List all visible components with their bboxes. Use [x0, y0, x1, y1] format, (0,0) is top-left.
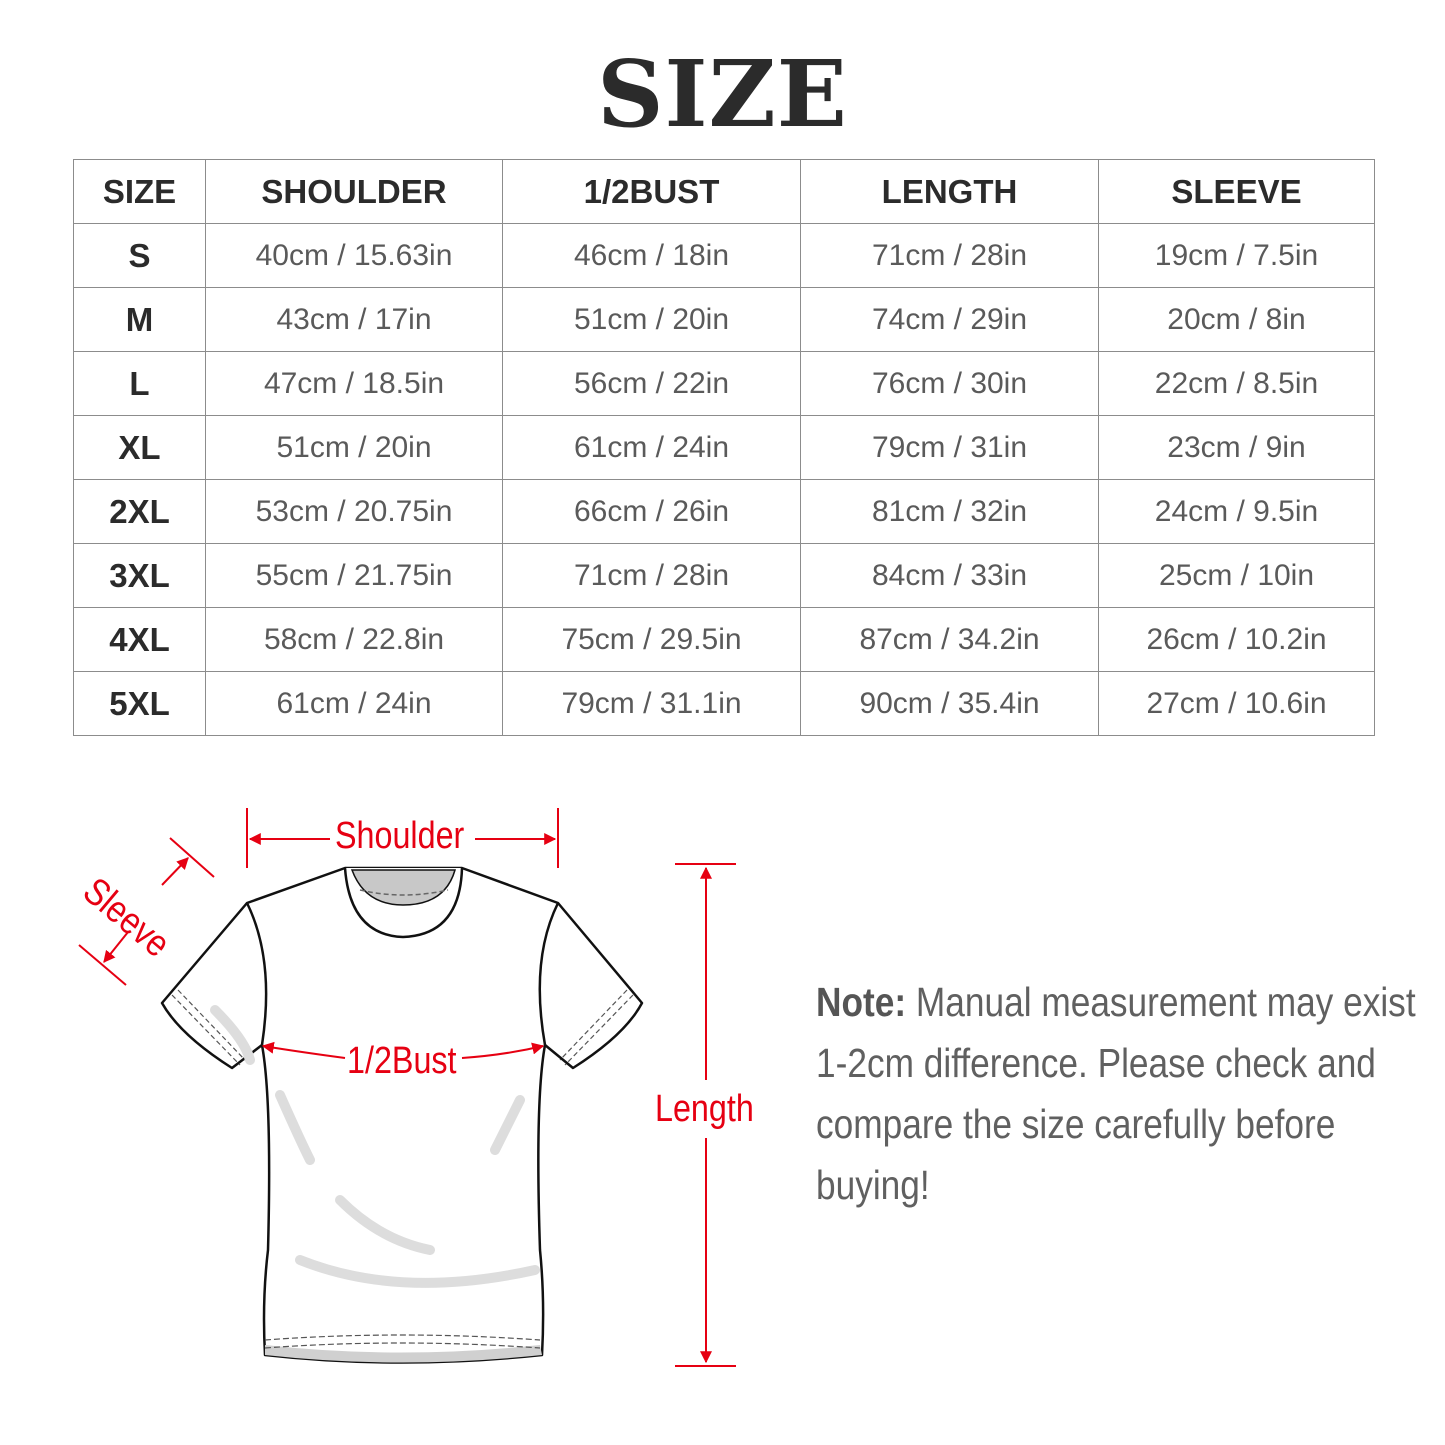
measurement-lines [78, 808, 736, 1367]
measurement-cell: 58cm / 22.8in [205, 607, 503, 672]
column-header: 1/2BUST [502, 159, 801, 224]
note-body: Manual measurement may exist 1-2cm diffe… [816, 979, 1416, 1208]
measurement-cell: 47cm / 18.5in [205, 351, 503, 416]
measurement-cell: 43cm / 17in [205, 287, 503, 352]
measurement-cell: 76cm / 30in [800, 351, 1099, 416]
measurement-cell: 56cm / 22in [502, 351, 801, 416]
measurement-cell: 55cm / 21.75in [205, 543, 503, 608]
column-header: LENGTH [800, 159, 1099, 224]
measurement-cell: 90cm / 35.4in [800, 671, 1099, 736]
measurement-cell: 61cm / 24in [502, 415, 801, 480]
tshirt-illustration [160, 866, 644, 1364]
measurement-cell: 84cm / 33in [800, 543, 1099, 608]
note-text: Note: Manual measurement may exist 1-2cm… [816, 972, 1418, 1216]
column-header: SIZE [73, 159, 206, 224]
measurement-cell: 27cm / 10.6in [1098, 671, 1375, 736]
measurement-cell: 66cm / 26in [502, 479, 801, 544]
measurement-cell: 74cm / 29in [800, 287, 1099, 352]
measurement-cell: 79cm / 31in [800, 415, 1099, 480]
size-table: SIZE SHOULDER 1/2BUST LENGTH SLEEVE S 40cm / … [73, 159, 1375, 736]
size-cell: 4XL [73, 607, 206, 672]
table-row: 5XL 61cm / 24in 79cm / 31.1in 90cm / 35.4in… [73, 671, 1375, 736]
table-row: 3XL 55cm / 21.75in 71cm / 28in 84cm / 33in 2… [73, 543, 1375, 608]
table-row: L 47cm / 18.5in 56cm / 22in 76cm / 30in 22cm… [73, 351, 1375, 416]
page-title: SIZE [597, 40, 848, 148]
size-cell: S [73, 223, 206, 288]
shoulder-label: Shoulder [335, 815, 465, 857]
length-label: Length [655, 1088, 754, 1130]
measurement-cell: 51cm / 20in [205, 415, 503, 480]
measurement-cell: 19cm / 7.5in [1098, 223, 1375, 288]
measurement-cell: 25cm / 10in [1098, 543, 1375, 608]
measurement-cell: 51cm / 20in [502, 287, 801, 352]
measurement-cell: 20cm / 8in [1098, 287, 1375, 352]
size-cell: L [73, 351, 206, 416]
measurement-cell: 26cm / 10.2in [1098, 607, 1375, 672]
table-row: 2XL 53cm / 20.75in 66cm / 26in 81cm / 32in 2… [73, 479, 1375, 544]
note-label: Note: [816, 979, 907, 1025]
size-cell: 5XL [73, 671, 206, 736]
size-cell: 2XL [73, 479, 206, 544]
measurement-cell: 75cm / 29.5in [502, 607, 801, 672]
measurement-cell: 24cm / 9.5in [1098, 479, 1375, 544]
measurement-cell: 79cm / 31.1in [502, 671, 801, 736]
column-header: SLEEVE [1098, 159, 1375, 224]
measurement-cell: 53cm / 20.75in [205, 479, 503, 544]
measurement-cell: 22cm / 8.5in [1098, 351, 1375, 416]
measurement-cell: 61cm / 24in [205, 671, 503, 736]
size-cell: 3XL [73, 543, 206, 608]
measurement-cell: 46cm / 18in [502, 223, 801, 288]
measurement-cell: 40cm / 15.63in [205, 223, 503, 288]
table-row: XL 51cm / 20in 61cm / 24in 79cm / 31in 23cm … [73, 415, 1375, 480]
measurement-cell: 81cm / 32in [800, 479, 1099, 544]
bust-label: 1/2Bust [347, 1040, 457, 1082]
measurement-cell: 71cm / 28in [502, 543, 801, 608]
measurement-cell: 23cm / 9in [1098, 415, 1375, 480]
table-header-row: SIZE SHOULDER 1/2BUST LENGTH SLEEVE [73, 159, 1375, 224]
table-row: S 40cm / 15.63in 46cm / 18in 71cm / 28in 19c… [73, 223, 1375, 288]
size-cell: M [73, 287, 206, 352]
table-row: M 43cm / 17in 51cm / 20in 74cm / 29in 20cm /… [73, 287, 1375, 352]
